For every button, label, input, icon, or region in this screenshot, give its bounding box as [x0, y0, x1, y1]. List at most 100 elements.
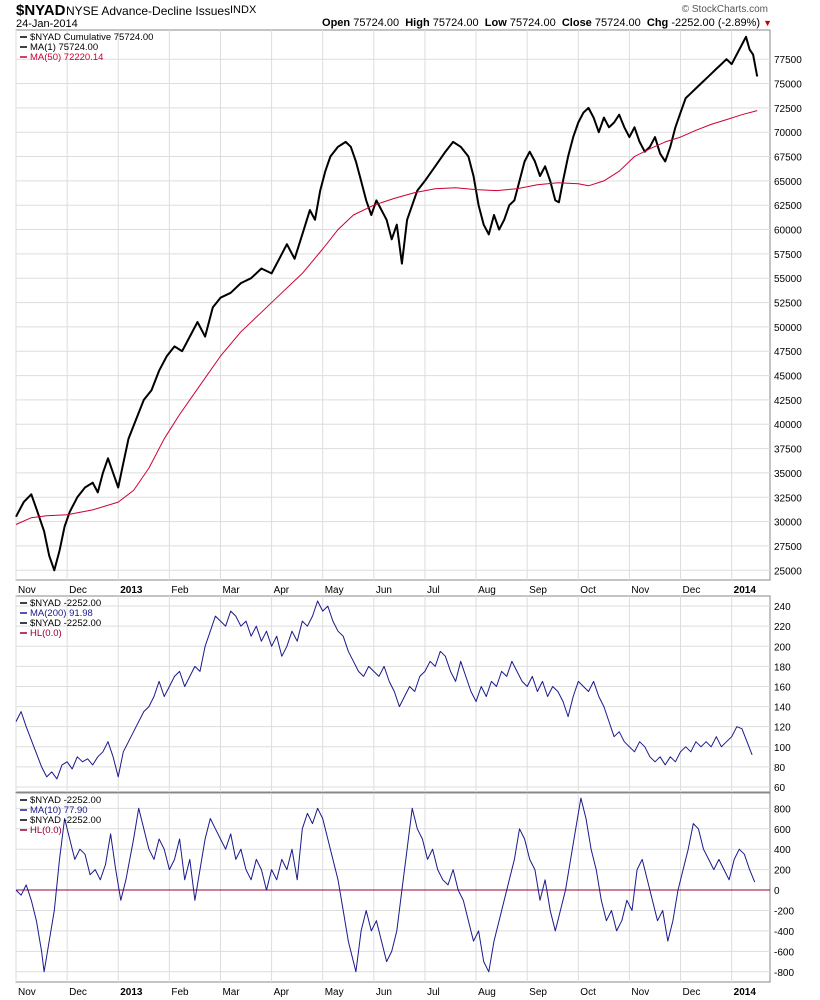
series-line--nyad-cumulative	[15, 35, 759, 572]
y-tick-label: 140	[774, 703, 791, 714]
x-tick-label: Dec	[69, 585, 87, 596]
legend-entry: MA(50) 72220.14	[30, 52, 103, 63]
x-tick-label: Sep	[529, 987, 547, 998]
credit-label[interactable]: © StockCharts.com	[681, 4, 768, 15]
x-tick-label: Feb	[171, 585, 189, 596]
panel-frame	[15, 792, 771, 983]
y-tick-label: 180	[774, 662, 791, 673]
symbol-label: $NYAD	[16, 2, 66, 19]
y-tick-label: 55000	[774, 274, 802, 285]
y-tick-label: -400	[774, 927, 794, 938]
x-tick-label: 2013	[120, 987, 143, 998]
y-tick-label: 25000	[774, 566, 802, 577]
x-tick-label: 2013	[120, 585, 143, 596]
y-tick-label: 160	[774, 682, 791, 693]
y-tick-label: 72500	[774, 104, 802, 115]
x-tick-label: Nov	[631, 987, 649, 998]
y-tick-label: 120	[774, 723, 791, 734]
y-tick-label: 50000	[774, 323, 802, 334]
down-triangle-icon: ▼	[763, 18, 772, 28]
security-name: NYSE Advance-Decline Issues	[66, 4, 231, 18]
y-tick-label: 40000	[774, 420, 802, 431]
y-tick-label: 240	[774, 602, 791, 613]
exchange-label: INDX	[230, 4, 257, 16]
y-tick-label: -600	[774, 947, 794, 958]
x-tick-label: Apr	[274, 987, 290, 998]
x-tick-label: Jun	[376, 987, 392, 998]
low-label: Low	[484, 17, 507, 29]
y-tick-label: 60000	[774, 226, 802, 237]
legend-entry: HL(0.0)	[30, 628, 62, 639]
y-tick-label: 75000	[774, 80, 802, 91]
x-tick-label: Jul	[427, 585, 440, 596]
y-tick-label: 37500	[774, 445, 802, 456]
panel-ma200: 60 80 100 120 140 160 180 200 220 240 $NYAD -2252.…	[15, 595, 791, 794]
legend-entry: $NYAD -2252.00	[30, 795, 101, 806]
ohlc-readout: Open 75724.00 High 75724.00 Low 75724.00…	[322, 17, 772, 29]
x-tick-label: Aug	[478, 987, 496, 998]
open-value: 75724.00	[353, 17, 400, 29]
y-tick-label: 77500	[774, 55, 802, 66]
x-tick-label: Mar	[222, 585, 240, 596]
chart-header: $NYAD NYSE Advance-Decline Issues INDX 2…	[0, 0, 820, 34]
panel-price: 25000 27500 30000 32500 35000 37500 40000 42500…	[15, 29, 802, 596]
y-tick-label: 400	[774, 845, 791, 856]
y-tick-label: 47500	[774, 347, 802, 358]
series-line-ma-200-	[15, 600, 753, 780]
y-tick-label: 80	[774, 763, 786, 774]
x-tick-label: Dec	[69, 987, 87, 998]
x-tick-label: Dec	[683, 585, 701, 596]
chg-value: -2252.00 (-2.89%)	[671, 17, 761, 29]
legend-entry: HL(0.0)	[30, 825, 62, 836]
y-tick-label: 67500	[774, 153, 802, 164]
legend-entry: MA(10) 77.90	[30, 805, 88, 816]
high-value: 75724.00	[432, 17, 479, 29]
y-tick-label: 220	[774, 622, 791, 633]
x-tick-label: May	[325, 585, 344, 596]
series-line-ma-50-	[15, 110, 758, 525]
x-tick-label: 2014	[734, 987, 757, 998]
y-tick-label: 52500	[774, 299, 802, 310]
y-tick-label: 70000	[774, 128, 802, 139]
x-tick-label: Jun	[376, 585, 392, 596]
close-value: 75724.00	[594, 17, 641, 29]
legend-entry: $NYAD -2252.00	[30, 598, 101, 609]
y-tick-label: 45000	[774, 372, 802, 383]
high-label: High	[405, 17, 430, 29]
y-tick-label: 42500	[774, 396, 802, 407]
y-tick-label: 57500	[774, 250, 802, 261]
y-tick-label: 27500	[774, 542, 802, 553]
panel-ma10: -800 -600 -400 -200 0 200 400 600 800 Nov Dec 2013 F…	[15, 792, 794, 998]
legend-entry: $NYAD -2252.00	[30, 618, 101, 629]
legend-entry: $NYAD Cumulative 75724.00	[30, 32, 153, 43]
x-tick-label: Sep	[529, 585, 547, 596]
y-tick-label: 35000	[774, 469, 802, 480]
y-tick-label: 800	[774, 804, 791, 815]
legend-entry: $NYAD -2252.00	[30, 815, 101, 826]
y-tick-label: 0	[774, 886, 780, 897]
legend-entry: MA(1) 75724.00	[30, 42, 98, 53]
x-tick-label: Nov	[18, 987, 36, 998]
y-tick-label: 200	[774, 642, 791, 653]
x-tick-label: Apr	[274, 585, 290, 596]
x-tick-label: Mar	[222, 987, 240, 998]
x-tick-label: May	[325, 987, 344, 998]
x-tick-label: Jul	[427, 987, 440, 998]
y-tick-label: 200	[774, 866, 791, 877]
close-label: Close	[561, 17, 592, 29]
y-tick-label: 100	[774, 743, 791, 754]
legend-entry: MA(200) 91.98	[30, 608, 93, 619]
open-label: Open	[322, 17, 351, 29]
series-line-ma-10-	[15, 797, 756, 973]
y-tick-label: 600	[774, 825, 791, 836]
x-tick-label: Oct	[580, 585, 596, 596]
x-tick-label: Aug	[478, 585, 496, 596]
y-tick-label: 62500	[774, 201, 802, 212]
chg-label: Chg	[646, 17, 669, 29]
y-tick-label: 60	[774, 783, 786, 794]
x-tick-label: Nov	[18, 585, 36, 596]
chart-date: 24-Jan-2014	[16, 18, 78, 30]
y-tick-label: 65000	[774, 177, 802, 188]
low-value: 75724.00	[509, 17, 556, 29]
